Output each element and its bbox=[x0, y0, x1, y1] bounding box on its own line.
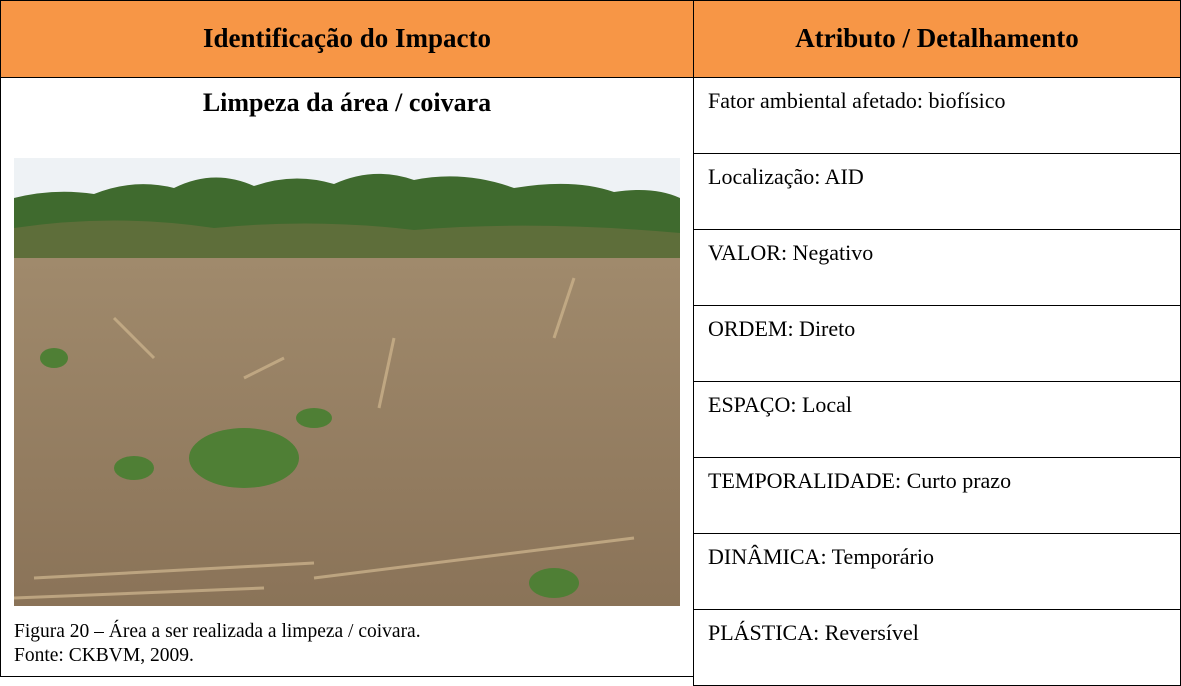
caption-line: Fonte: CKBVM, 2009. bbox=[14, 645, 194, 666]
attribute-cell: PLÁSTICA: Reversível bbox=[693, 609, 1181, 686]
attribute-cell: VALOR: Negativo bbox=[693, 229, 1181, 306]
attribute-cell: Localização: AID bbox=[693, 153, 1181, 230]
attribute-cell: DINÂMICA: Temporário bbox=[693, 533, 1181, 610]
attribute-cell: TEMPORALIDADE: Curto prazo bbox=[693, 457, 1181, 534]
impact-title: Limpeza da área / coivara bbox=[202, 88, 492, 117]
header-cell: Atributo / Detalhamento bbox=[693, 0, 1181, 78]
attribute-cell: Fator ambiental afetado: biofísico bbox=[693, 77, 1181, 154]
caption-line: Figura 20 – Área a ser realizada a limpe… bbox=[14, 621, 421, 642]
header-cell: Identificação do Impacto bbox=[0, 0, 694, 78]
attribute-cell: ESPAÇO: Local bbox=[693, 381, 1181, 458]
photo bbox=[14, 158, 680, 606]
attribute-cell: ORDEM: Direto bbox=[693, 305, 1181, 382]
